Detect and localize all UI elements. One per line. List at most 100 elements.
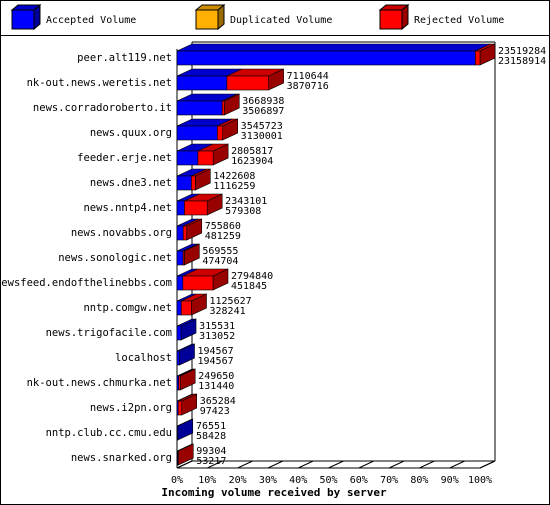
category-label: news.i2pn.org — [90, 402, 172, 414]
category-label: nk-out.news.chmurka.net — [27, 377, 172, 389]
x-tick-label: 100% — [468, 475, 492, 486]
legend-swatch-side — [401, 3, 409, 31]
accepted-bar — [176, 325, 182, 341]
x-tick-label: 50% — [319, 475, 337, 486]
x-tick-label: 20% — [229, 475, 247, 486]
accepted-bar — [176, 175, 192, 191]
x-tick — [267, 460, 284, 469]
total-label: 315531 — [199, 321, 235, 332]
accepted-label: 53217 — [196, 456, 226, 467]
accepted-bar — [176, 75, 228, 91]
accepted-bar — [176, 275, 184, 291]
total-label: 1422608 — [213, 171, 255, 182]
accepted-label: 97423 — [200, 406, 230, 417]
total-label: 755860 — [205, 221, 241, 232]
legend-swatch-side — [33, 3, 41, 31]
x-tick — [479, 460, 496, 469]
rejected-bar — [180, 300, 192, 316]
rejected-bar — [182, 225, 188, 241]
x-tick-label: 0% — [171, 475, 183, 486]
category-label: localhost — [115, 352, 172, 364]
accepted-bar — [176, 100, 223, 116]
x-tick-label: 30% — [259, 475, 277, 486]
category-label: feeder.erje.net — [77, 152, 172, 164]
legend-label: Duplicated Volume — [230, 15, 332, 26]
x-tick-label: 70% — [380, 475, 398, 486]
x-tick-label: 10% — [198, 475, 216, 486]
total-label: 365284 — [200, 396, 236, 407]
category-label: news.dne3.net — [90, 177, 172, 189]
accepted-bar — [176, 50, 476, 66]
accepted-bar — [176, 125, 218, 141]
accepted-label: 1623904 — [231, 156, 273, 167]
accepted-label: 1116259 — [213, 181, 255, 192]
accepted-bar — [176, 350, 180, 366]
category-label: news.corradoroberto.it — [33, 102, 172, 114]
x-tick-label: 60% — [350, 475, 368, 486]
total-label: 2805817 — [231, 146, 273, 157]
rejected-bar — [184, 200, 208, 216]
category-label: nk-out.news.weretis.net — [27, 77, 172, 89]
accepted-bar — [176, 200, 185, 216]
rejected-bar — [182, 250, 185, 266]
x-tick-label: 80% — [410, 475, 428, 486]
total-label: 249650 — [198, 371, 234, 382]
accepted-label: 3130001 — [241, 131, 283, 142]
total-label: 2794840 — [231, 271, 273, 282]
rejected-bar — [217, 125, 223, 141]
x-tick — [419, 460, 435, 469]
total-label: 99304 — [196, 446, 226, 457]
accepted-bar — [176, 425, 179, 441]
x-tick — [328, 460, 344, 469]
category-label: news.novabbs.org — [71, 227, 172, 239]
rejected-bar — [182, 275, 214, 291]
accepted-label: 474704 — [202, 256, 238, 267]
legend-swatch — [379, 9, 403, 30]
rejected-bar — [177, 400, 183, 416]
total-label: 23519284 — [498, 46, 546, 57]
x-tick — [388, 460, 405, 469]
x-tick — [449, 460, 465, 469]
x-tick — [207, 460, 223, 469]
category-label: nntp.club.cc.cmu.edu — [46, 427, 172, 439]
accepted-bar-top — [176, 43, 491, 52]
x-tick — [358, 460, 375, 469]
accepted-label: 194567 — [198, 356, 234, 367]
accepted-label: 131440 — [198, 381, 234, 392]
rejected-bar — [226, 75, 269, 91]
legend-label: Rejected Volume — [414, 15, 504, 26]
rejected-bar — [178, 375, 181, 391]
accepted-bar — [176, 225, 184, 241]
x-tick-label: 90% — [441, 475, 459, 486]
accepted-label: 313052 — [199, 331, 235, 342]
rejected-bar — [191, 175, 196, 191]
category-label: news.snarked.org — [71, 452, 172, 464]
total-label: 569555 — [202, 246, 238, 257]
x-tick — [237, 460, 253, 469]
category-label: news.quux.org — [90, 127, 172, 139]
category-label: newsfeed.endofthelinebbs.com — [0, 277, 172, 289]
category-label: news.sonologic.net — [58, 252, 172, 264]
category-label: peer.alt119.net — [77, 52, 172, 64]
total-label: 1125627 — [210, 296, 252, 307]
accepted-label: 579308 — [225, 206, 261, 217]
x-tick — [297, 460, 314, 469]
rejected-bar — [197, 150, 214, 166]
rejected-bar — [221, 100, 225, 116]
legend-swatch — [195, 9, 219, 30]
accepted-label: 481259 — [205, 231, 241, 242]
category-label: news.trigofacile.com — [46, 327, 172, 339]
category-label: nntp.comgw.net — [83, 302, 172, 314]
accepted-bar — [176, 150, 199, 166]
rejected-bar — [177, 450, 179, 466]
legend-swatch — [11, 9, 35, 30]
legend-label: Accepted Volume — [46, 15, 136, 26]
accepted-label: 58428 — [196, 431, 226, 442]
accepted-bar — [176, 300, 182, 316]
total-label: 3668938 — [242, 96, 284, 107]
total-label: 2343101 — [225, 196, 267, 207]
total-label: 7110644 — [287, 71, 329, 82]
accepted-label: 328241 — [210, 306, 246, 317]
total-label: 76551 — [196, 421, 226, 432]
